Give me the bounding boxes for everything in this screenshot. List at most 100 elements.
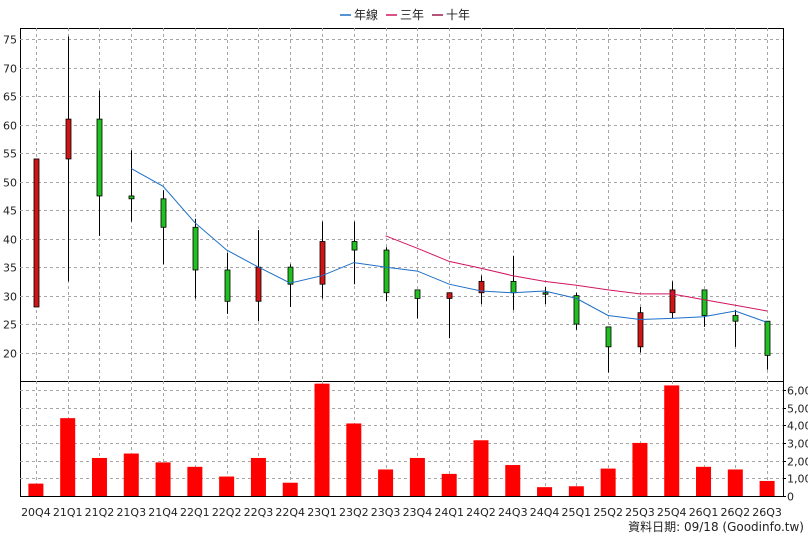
moving-average-lines (131, 168, 768, 323)
x-tick-label: 23Q2 (339, 506, 369, 519)
candle-body (33, 158, 40, 308)
candlestick (287, 264, 294, 307)
price-tick-label: 75 (3, 34, 17, 47)
x-tick-label: 25Q2 (593, 506, 623, 519)
volume-bar (409, 457, 425, 496)
price-y-axis: 20 25 30 35 40 45 50 55 60 65 70 75 (3, 34, 17, 361)
x-tick-label: 21Q2 (85, 506, 115, 519)
candlestick (160, 190, 167, 265)
price-panel-frame (20, 28, 784, 382)
x-tick-label: 21Q1 (53, 506, 83, 519)
volume-bar (219, 476, 235, 496)
price-grid (20, 28, 783, 381)
candlestick (764, 320, 771, 370)
candle-body (510, 280, 517, 294)
x-tick-label: 21Q3 (116, 506, 146, 519)
x-tick-label: 25Q1 (562, 506, 592, 519)
price-tick-label: 20 (3, 348, 17, 361)
x-tick-label: 24Q4 (530, 506, 560, 519)
x-tick-label: 22Q4 (275, 506, 305, 519)
volume-tick-label: 4,000 (787, 420, 808, 433)
candlestick (351, 221, 358, 285)
volume-bar (28, 483, 44, 496)
candlestick (605, 326, 612, 373)
volume-bar (155, 462, 171, 496)
candlestick (383, 247, 390, 302)
candle-body (542, 292, 549, 295)
x-tick-label: 25Q3 (625, 506, 655, 519)
x-tick-label: 24Q3 (498, 506, 528, 519)
candle-body (96, 118, 103, 197)
legend-label-1: 三年 (400, 8, 424, 22)
candle-body (351, 241, 358, 251)
price-tick-label: 50 (3, 177, 17, 190)
candle-body (732, 315, 739, 322)
candle-body (764, 320, 771, 356)
price-tick-label: 25 (3, 319, 17, 332)
x-tick-label: 22Q1 (180, 506, 210, 519)
price-tick-label: 55 (3, 148, 17, 161)
volume-tick-label: 5,000 (787, 403, 808, 416)
price-tick-label: 60 (3, 120, 17, 133)
price-tick-label: 30 (3, 291, 17, 304)
volume-bars (28, 383, 775, 496)
legend-label-0: 年線 (354, 7, 378, 22)
volume-bar (441, 473, 457, 496)
candle-body (637, 312, 644, 348)
candle-body (573, 295, 580, 325)
candlestick (478, 275, 485, 305)
legend-label-2: 十年 (446, 8, 470, 22)
price-tick-label: 65 (3, 91, 17, 104)
candlestick (414, 289, 421, 319)
candle-body (669, 289, 676, 314)
footnote: 資料日期: 09/18 (Goodinfo.tw) (628, 520, 804, 534)
candle-body (701, 289, 708, 316)
candle-body (160, 198, 167, 228)
candlesticks (33, 36, 771, 373)
series-line-1 (385, 235, 768, 312)
candlestick (33, 158, 40, 308)
candlestick (446, 292, 453, 339)
candle-body (414, 289, 421, 299)
volume-bar (187, 466, 203, 496)
candlestick (128, 150, 135, 222)
volume-bar (314, 383, 330, 496)
x-tick-label: 24Q1 (434, 506, 464, 519)
candle-body (319, 241, 326, 285)
volume-bar (537, 487, 553, 496)
candle-body (383, 249, 390, 294)
volume-tick-label: 0 (787, 491, 794, 504)
series-line-0 (131, 168, 768, 323)
volume-tick-label: 1,000 (787, 473, 808, 486)
candle-body (224, 269, 231, 302)
volume-panel-frame (20, 381, 784, 497)
price-tick-label: 45 (3, 205, 17, 218)
candlestick (192, 218, 199, 299)
candle-body (65, 118, 72, 160)
volume-bar (250, 457, 266, 496)
volume-bar (632, 442, 648, 496)
candle-body (478, 280, 485, 294)
legend: 年線 三年 十年 (340, 7, 470, 22)
x-tick-label: 25Q4 (657, 506, 687, 519)
candlestick (319, 221, 326, 299)
candlestick (65, 36, 72, 282)
x-tick-label: 22Q2 (212, 506, 242, 519)
volume-y-axis: 0 1,000 2,000 3,000 4,000 5,000 6,000 (783, 385, 808, 504)
candle-body (192, 226, 199, 271)
volume-bar (664, 385, 680, 496)
volume-bar (473, 440, 489, 496)
candle-body (287, 266, 294, 285)
volume-bar (378, 469, 394, 496)
x-tick-label: 22Q3 (244, 506, 274, 519)
volume-bar (123, 453, 139, 496)
x-tick-label: 26Q1 (689, 506, 719, 519)
volume-bar (505, 465, 521, 496)
x-tick-label: 23Q3 (371, 506, 401, 519)
volume-bar (600, 468, 616, 496)
candlestick (542, 287, 549, 305)
x-tick-label: 20Q4 (21, 506, 51, 519)
candlestick (637, 306, 644, 353)
